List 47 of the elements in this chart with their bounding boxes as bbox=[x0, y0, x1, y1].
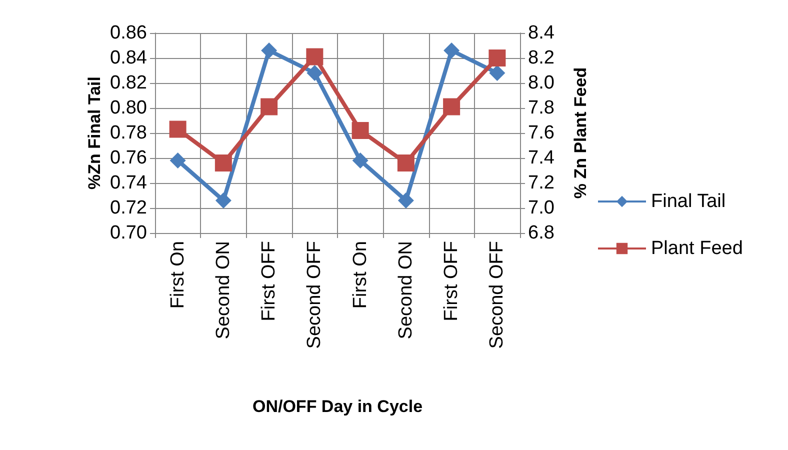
y-tick-label: 0.80 bbox=[110, 98, 147, 118]
point bbox=[488, 50, 506, 66]
point bbox=[170, 152, 186, 168]
x-tick-label: Second ON bbox=[395, 241, 416, 340]
point bbox=[261, 42, 278, 58]
y2-tick-label: 7.6 bbox=[528, 122, 554, 144]
point bbox=[214, 154, 232, 172]
y2-tick-label: 7.2 bbox=[528, 172, 554, 194]
x-axis-title: ON/OFF Day in Cycle bbox=[252, 397, 423, 416]
y-axis-title: %Zn Final Tail bbox=[85, 76, 104, 190]
point bbox=[306, 65, 323, 81]
x-tick-label: First OFF bbox=[441, 241, 462, 322]
x-tick-label: Second OFF bbox=[304, 241, 326, 349]
x-tick-label: Second OFF bbox=[486, 241, 508, 349]
y2-tick-label: 7.4 bbox=[528, 148, 555, 168]
y2-tick-label: 8.4 bbox=[528, 22, 555, 44]
point bbox=[352, 152, 368, 168]
y2-tick-label: 8.2 bbox=[528, 48, 554, 68]
point bbox=[260, 98, 278, 116]
y2-tick-label: 6.8 bbox=[528, 222, 554, 244]
point bbox=[398, 192, 414, 208]
y-tick-label: 0.78 bbox=[110, 122, 147, 144]
point bbox=[306, 48, 324, 66]
x-tick-label: First OFF bbox=[258, 241, 280, 322]
y-tick-label: 0.72 bbox=[110, 198, 147, 218]
point bbox=[169, 120, 186, 138]
point bbox=[215, 192, 232, 208]
y-tick-label: 0.84 bbox=[110, 48, 148, 68]
legend-label: Final Tail bbox=[651, 191, 726, 212]
x-tick-label: Second ON bbox=[212, 241, 234, 340]
y2-axis-title: % Zn Plant Feed bbox=[571, 67, 590, 199]
y-tick-label: 0.76 bbox=[110, 148, 147, 168]
y2-tick-label: 7.8 bbox=[528, 98, 554, 118]
y-tick-label: 0.70 bbox=[110, 222, 147, 244]
point bbox=[443, 98, 460, 116]
y-tick-label: 0.74 bbox=[110, 172, 148, 194]
point bbox=[489, 65, 506, 81]
point bbox=[444, 42, 460, 58]
y-tick-label: 0.86 bbox=[110, 22, 147, 44]
y2-tick-label: 8.0 bbox=[528, 72, 554, 94]
x-tick-label: First On bbox=[167, 241, 188, 309]
y-tick-label: 0.82 bbox=[110, 72, 147, 94]
legend-label: Plant Feed bbox=[651, 238, 743, 259]
point bbox=[397, 154, 414, 172]
x-tick-label: First On bbox=[350, 241, 371, 309]
point bbox=[352, 122, 369, 139]
y2-tick-label: 7.0 bbox=[528, 198, 554, 218]
